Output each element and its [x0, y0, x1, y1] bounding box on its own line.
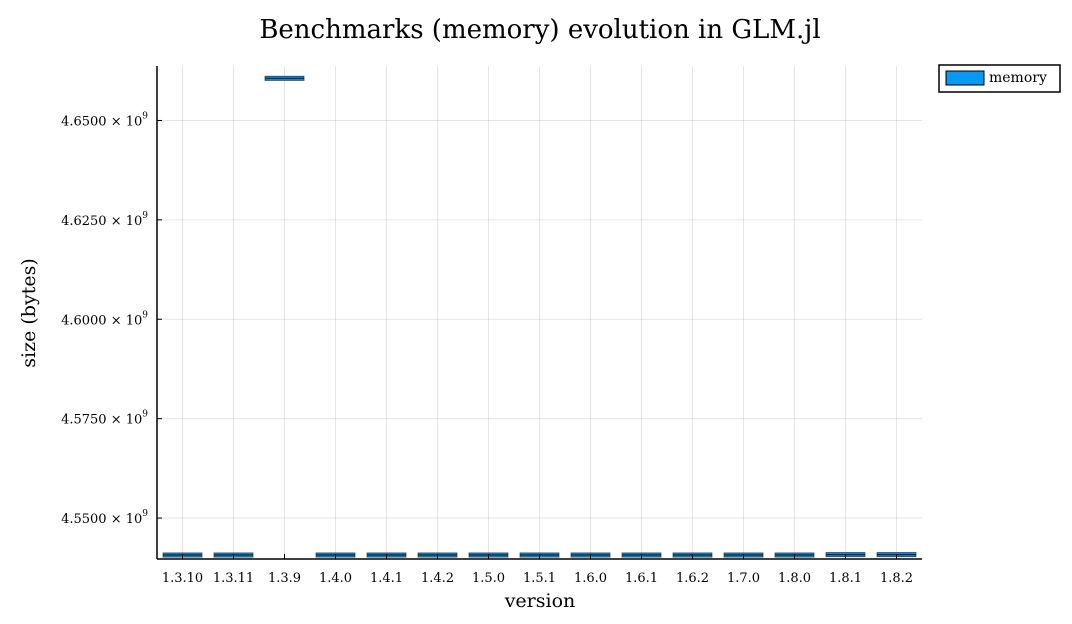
x-tick-label: 1.3.10	[162, 571, 203, 586]
x-tick-label: 1.8.0	[778, 571, 811, 586]
x-tick-label: 1.4.0	[319, 571, 352, 586]
legend: memory	[938, 64, 1061, 93]
x-tick-label: 1.6.2	[676, 571, 709, 586]
x-axis-label: version	[504, 590, 576, 612]
y-tick-label: 4.6000 × 109	[61, 310, 148, 328]
y-tick-label: 4.6250 × 109	[61, 211, 148, 229]
y-axis-label: size (bytes)	[18, 258, 40, 367]
x-tick-label: 1.3.9	[268, 571, 301, 586]
y-tick-label: 4.6500 × 109	[61, 111, 148, 129]
x-tick-label: 1.3.11	[213, 571, 254, 586]
y-tick-labels: 4.5500 × 109 4.5750 × 109 4.6000 × 109 4.62…	[61, 111, 162, 527]
x-tick-labels: 1.3.10 1.3.11 1.3.9 1.4.0 1.4.1 1.4.2 1.5.0 1.5…	[162, 554, 913, 586]
grid	[157, 66, 922, 559]
x-tick-label: 1.4.2	[421, 571, 454, 586]
x-tick-label: 1.6.1	[625, 571, 658, 586]
y-tick-label: 4.5500 × 109	[61, 509, 148, 527]
x-tick-label: 1.7.0	[727, 571, 760, 586]
box-1.3.9	[264, 75, 305, 81]
y-tick-label: 4.5750 × 109	[61, 410, 148, 428]
legend-swatch-memory	[945, 70, 985, 86]
legend-swatch-inner	[948, 73, 982, 83]
x-tick-label: 1.6.0	[574, 571, 607, 586]
x-tick-label: 1.8.1	[829, 571, 862, 586]
x-tick-label: 1.5.1	[523, 571, 556, 586]
legend-label-memory: memory	[989, 70, 1047, 86]
chart-title: Benchmarks (memory) evolution in GLM.jl	[259, 15, 820, 45]
x-tick-label: 1.8.2	[880, 571, 913, 586]
x-tick-label: 1.5.0	[472, 571, 505, 586]
x-tick-label: 1.4.1	[370, 571, 403, 586]
